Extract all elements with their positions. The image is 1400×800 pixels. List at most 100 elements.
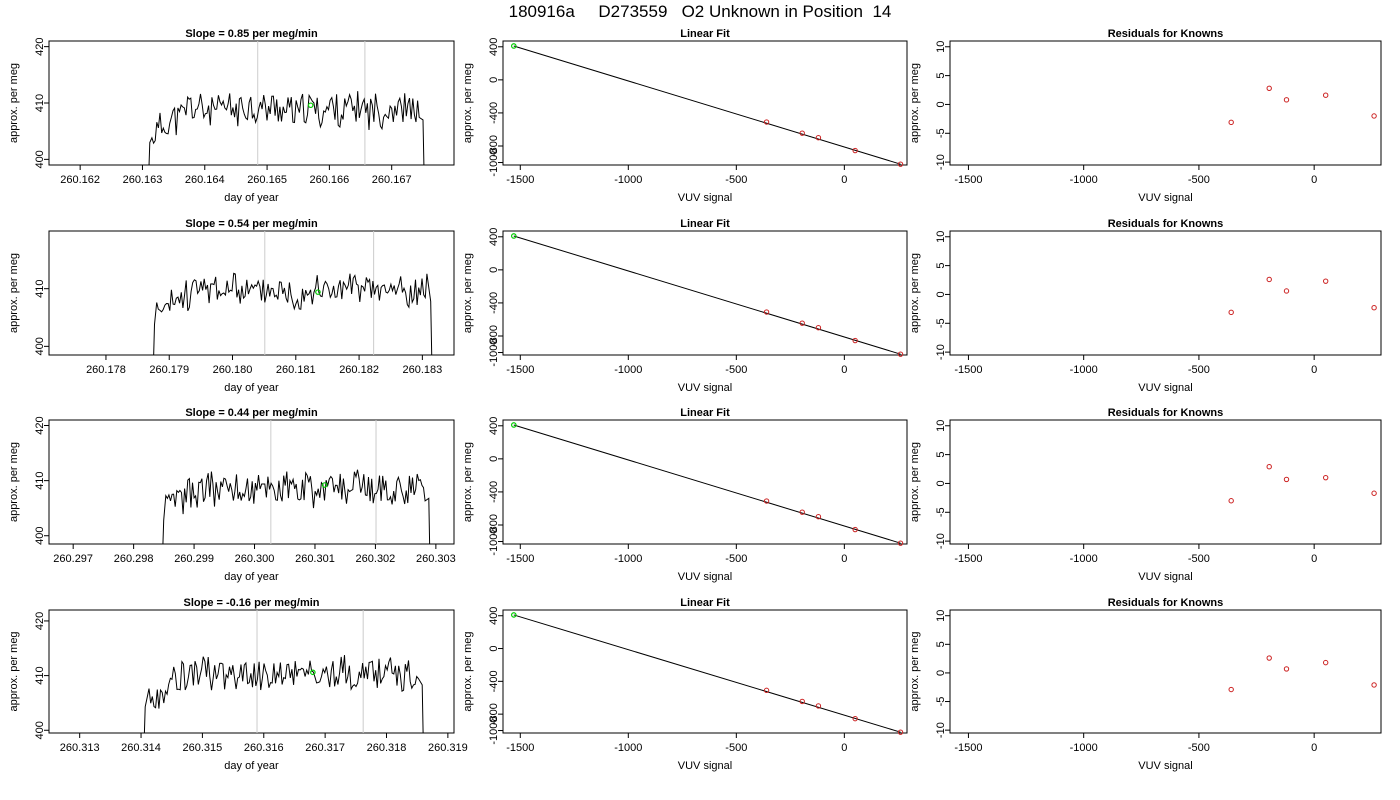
x-axis-label: day of year (224, 571, 279, 583)
y-tick-label: 420 (34, 416, 46, 434)
fit-line (513, 424, 901, 544)
y-tick-label: -400 (488, 102, 500, 124)
chart-title: Linear Fit (680, 407, 730, 419)
chart-panel: Residuals for Knowns -1500 -1000 -500 0 -10 -5… (909, 407, 1382, 583)
residual-point (1371, 113, 1377, 119)
x-tick-label: 260.300 (235, 553, 275, 565)
y-tick-label: -10 (935, 533, 947, 549)
x-tick-label: 0 (1311, 364, 1317, 376)
chart-panel: Linear Fit-1500 -1000 -500 0-1000-800-40004… (462, 218, 908, 394)
y-axis-label: approx. per meg (8, 631, 20, 711)
x-tick-label: 260.316 (244, 742, 284, 754)
x-tick-label: 260.180 (213, 364, 253, 376)
y-tick-label: -1000 (488, 338, 500, 366)
page-title: 180916a D273559 O2 Unknown in Position 1… (508, 2, 892, 21)
residual-point (1266, 464, 1272, 470)
x-tick-label: -1000 (614, 364, 642, 376)
x-tick-label: 0 (841, 553, 847, 565)
signal-trace (148, 91, 425, 165)
fit-line (513, 45, 901, 165)
y-tick-label: 400 (488, 38, 500, 56)
known-point (763, 687, 770, 694)
plot-frame (48, 230, 455, 356)
y-tick-label: 0 (488, 645, 500, 651)
known-point (897, 351, 904, 357)
unknown-point (511, 233, 517, 239)
known-point (897, 729, 904, 735)
x-tick-label: 260.162 (60, 174, 100, 186)
y-tick-label: -800 (488, 325, 500, 347)
chart-title: Residuals for Knowns (1108, 407, 1224, 419)
x-tick-label: -1500 (954, 174, 982, 186)
x-tick-label: -500 (1188, 553, 1210, 565)
x-tick-label: -1000 (1070, 364, 1098, 376)
chart-title: Linear Fit (680, 28, 730, 40)
residual-point (1371, 305, 1377, 311)
x-tick-label: 260.317 (305, 742, 345, 754)
signal-trace (153, 272, 433, 355)
chart-title: Slope = 0.54 per meg/min (185, 218, 318, 230)
x-tick-label: -500 (725, 553, 747, 565)
x-tick-label: 0 (841, 742, 847, 754)
y-tick-label: 410 (34, 279, 46, 297)
unknown-point (321, 482, 328, 488)
known-point (763, 119, 770, 125)
x-tick-label: 260.302 (356, 553, 396, 565)
chart-title: Residuals for Knowns (1108, 218, 1224, 230)
residual-point (1266, 85, 1272, 91)
y-tick-label: 400 (488, 417, 500, 435)
y-tick-label: -400 (488, 670, 500, 692)
x-axis-label: VUV signal (1138, 192, 1192, 204)
residual-point (1322, 278, 1329, 284)
residual-point (1283, 666, 1290, 672)
x-tick-label: -1000 (1070, 174, 1098, 186)
residual-point (1266, 655, 1272, 661)
x-tick-label: -1500 (506, 553, 534, 565)
x-tick-label: -1500 (954, 364, 982, 376)
y-axis-label: approx. per meg (909, 442, 921, 522)
known-point (852, 715, 858, 722)
known-point (852, 147, 858, 154)
unknown-point (315, 289, 321, 295)
y-tick-label: 5 (935, 73, 947, 79)
x-tick-label: -500 (1188, 364, 1210, 376)
chart-panel: Slope = 0.85 per meg/min 260.162 260.163 26… (8, 28, 455, 204)
residual-point (1371, 682, 1377, 688)
signal-trace (143, 655, 424, 733)
residual-point (1283, 97, 1290, 103)
y-tick-label: 0 (935, 291, 947, 297)
chart-panel: Slope = 0.54 per meg/min 260.178 260.179 26… (8, 218, 455, 394)
y-axis-label: approx. per meg (909, 63, 921, 143)
y-axis-label: approx. per meg (462, 442, 474, 522)
plot-frame (949, 419, 1382, 545)
known-point (799, 509, 805, 515)
y-tick-label: 400 (488, 228, 500, 246)
known-point (897, 540, 904, 546)
y-tick-label: 400 (488, 607, 500, 625)
y-tick-label: -1000 (488, 527, 500, 555)
x-tick-label: 260.165 (247, 174, 287, 186)
known-point (815, 135, 822, 141)
known-point (799, 320, 805, 326)
x-tick-label: 260.179 (149, 364, 189, 376)
residual-point (1228, 686, 1234, 693)
known-point (763, 498, 770, 504)
y-axis-label: approx. per meg (909, 631, 921, 711)
y-tick-label: 5 (935, 641, 947, 647)
y-tick-label: 420 (34, 37, 46, 55)
fit-line (513, 235, 901, 355)
residual-point (1266, 276, 1272, 283)
plot-frame (502, 419, 908, 545)
chart-panel: Residuals for Knowns -1500 -1000 -500 0 -10 -5… (909, 218, 1382, 394)
residual-point (1322, 92, 1329, 98)
chart-title: Slope = 0.44 per meg/min (185, 407, 318, 419)
unknown-point (511, 612, 517, 618)
y-tick-label: -800 (488, 703, 500, 725)
residual-point (1322, 659, 1329, 666)
x-axis-label: day of year (224, 760, 279, 772)
y-tick-label: -10 (935, 344, 947, 360)
y-tick-label: 400 (34, 150, 46, 168)
y-tick-label: -1000 (488, 716, 500, 744)
y-tick-label: 10 (935, 231, 947, 243)
chart-panel: Residuals for Knowns -1500 -1000 -500 0 -10 -5… (909, 597, 1382, 772)
